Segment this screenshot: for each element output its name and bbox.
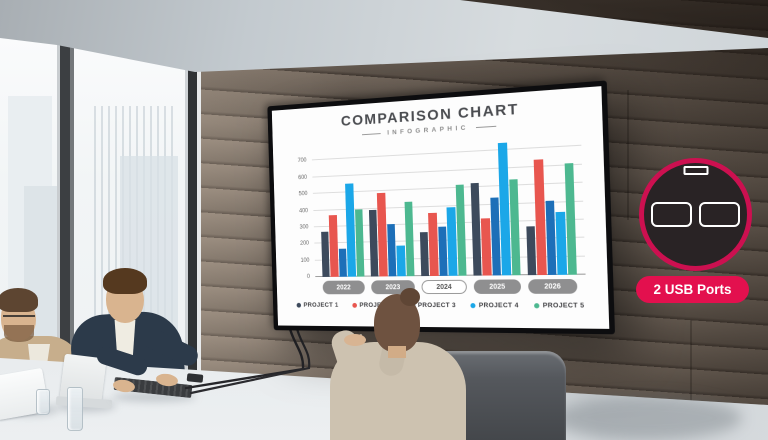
y-tick-label: 300 [299,224,309,231]
legend-item: PROJECT 5 [534,302,585,310]
y-tick-label: 100 [300,257,310,264]
y-tick-label: 400 [299,207,309,214]
usb-badge-circle [639,158,752,271]
water-glass [67,387,83,431]
usb-port-slot [683,166,708,175]
usb-port-icon [651,166,708,227]
person-left-beard [4,325,34,342]
bar-group [524,136,577,276]
keyboard-shadow [112,392,196,402]
bar [455,184,467,276]
display-screen: COMPARISON CHART INFOGRAPHIC 0 100 200 300 4… [271,86,610,329]
category-pill: 2024 [421,279,468,295]
legend-label: PROJECT 5 [542,302,585,310]
bar [377,192,388,277]
legend-label: PROJECT 1 [303,301,339,309]
legend-dot [296,302,302,308]
bar [404,201,415,277]
legend-dot [470,303,476,309]
bar [386,224,397,277]
plank-seam [690,320,692,405]
slide-subtitle-text: INFOGRAPHIC [387,124,470,137]
y-tick-label: 200 [300,241,310,247]
legend-dot [534,303,540,309]
category-pill: 2022 [322,280,365,295]
legend-item: PROJECT 4 [470,302,519,310]
usb-ports-label: 2 USB Ports [636,276,749,303]
legend-label: PROJECT 4 [478,302,519,310]
subtitle-dash [475,125,497,129]
legend-label: PROJECT 3 [417,302,456,310]
bar [526,226,537,276]
legend-item: PROJECT 1 [296,301,339,309]
chart: 0 100 200 300 400 500 600 700 2022 2023 2024 2025 2… [298,135,587,295]
bar [354,209,365,277]
plank-seam [627,90,629,220]
y-tick-label: 500 [298,191,308,198]
bar-group [319,148,365,277]
bar [508,179,521,276]
wall-display: COMPARISON CHART INFOGRAPHIC 0 100 200 300 4… [267,80,616,335]
bar [470,182,483,276]
presenter-hand [344,334,366,346]
chair-shadow [552,396,742,440]
chart-plot: 0 100 200 300 400 500 600 700 [298,135,586,280]
bar [481,218,492,276]
bar [555,211,567,275]
bar-group [417,142,467,277]
presenter-neck [388,346,406,358]
water-glass [36,389,50,415]
bar [338,248,348,277]
category-pill: 2025 [473,279,522,294]
window-frame [185,36,201,402]
presenter-hair-bun [400,288,420,306]
presentation-slide: COMPARISON CHART INFOGRAPHIC 0 100 200 300 4… [272,86,609,329]
bar [438,226,448,276]
person-left-hair [0,288,38,312]
category-pill: 2026 [528,278,578,294]
window-mullion [57,36,74,402]
bar [345,183,356,277]
person-suit-hair [103,268,147,294]
glasses-icon [3,311,35,317]
bar-groups [312,135,586,277]
usb-port-icon [683,166,740,227]
bar-group [469,139,521,276]
bar [321,231,331,277]
y-tick-label: 0 [306,274,311,280]
y-tick-label: 600 [298,174,308,181]
bar [329,214,339,277]
bar [428,213,439,277]
chart-categories: 2022 2023 2024 2025 2026 [315,278,586,295]
bar [396,245,406,277]
bar-group [367,145,415,277]
subtitle-dash [362,133,381,136]
y-tick-label: 700 [297,158,307,165]
legend-dot [352,302,357,308]
bar [419,231,430,277]
